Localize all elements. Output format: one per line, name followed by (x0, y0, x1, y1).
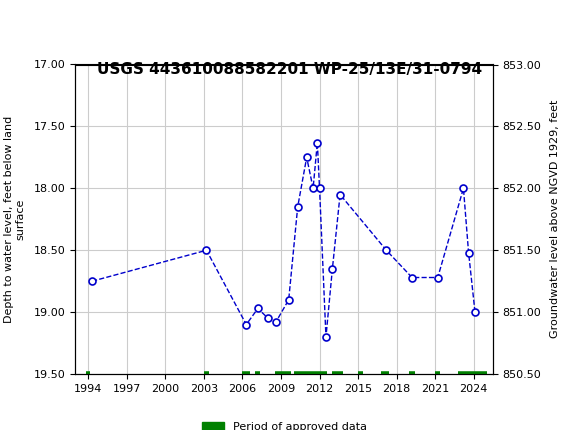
Text: USGS 443610088582201 WP-25/13E/31-0794: USGS 443610088582201 WP-25/13E/31-0794 (97, 62, 483, 77)
Y-axis label: Depth to water level, feet below land
surface: Depth to water level, feet below land su… (4, 116, 26, 323)
Y-axis label: Groundwater level above NGVD 1929, feet: Groundwater level above NGVD 1929, feet (550, 100, 560, 338)
Legend: Period of approved data: Period of approved data (197, 418, 371, 430)
Text: ╳USGS: ╳USGS (6, 15, 64, 37)
